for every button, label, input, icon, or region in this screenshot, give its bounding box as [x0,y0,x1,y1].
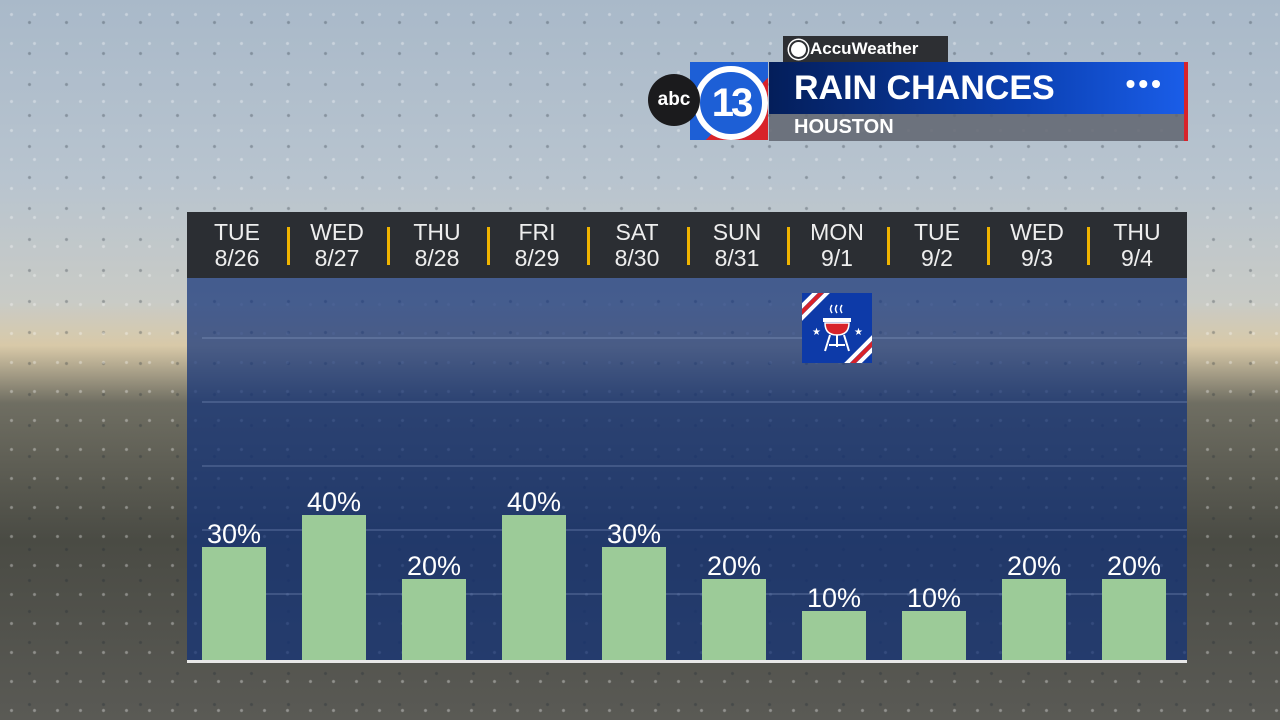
bar-label-2: 20% [407,551,461,581]
day-name: THU [413,219,461,245]
day-date: 9/4 [1121,245,1153,271]
bar-9 [1102,579,1166,660]
day-name: TUE [914,219,960,245]
day-column-3: FRI 8/29 [487,212,587,278]
day-name: FRI [518,219,556,245]
day-column-4: SAT 8/30 [587,212,687,278]
bar-1 [302,515,366,660]
bar-label-0: 30% [207,519,261,549]
day-date: 8/28 [414,245,460,271]
day-date: 8/30 [614,245,660,271]
grill-labor-day-icon: ★ ★ [802,293,872,363]
bar-label-5: 20% [707,551,761,581]
bar-label-1: 40% [307,487,361,517]
ellipsis-icon: ••• [1125,68,1164,99]
day-name: THU [1113,219,1161,245]
bar-label-9: 20% [1107,551,1161,581]
svg-text:★: ★ [812,327,821,338]
day-date: 8/31 [714,245,760,271]
svg-text:★: ★ [854,327,863,338]
day-column-6: MON 9/1 [787,212,887,278]
day-header: TUE 8/26 WED 8/27 THU 8/28 FRI 8/29 SAT 8/30 SUN 8/… [187,212,1187,278]
accent-bar [1184,62,1188,141]
accuweather-label: AccuWeather [810,39,919,58]
rain-chance-chart: 30% 40% 20% 40% 30% 20% 10% 10% 20% 20% [202,337,1187,660]
day-date: 8/26 [214,245,260,271]
day-date: 9/3 [1021,245,1053,271]
bar-4 [602,547,666,660]
bar-5 [702,579,766,660]
baseline [187,660,1187,663]
bar-7 [902,611,966,660]
bar-2 [402,579,466,660]
day-name: WED [310,219,364,245]
bar-0 [202,547,266,660]
day-column-1: WED 8/27 [287,212,387,278]
bar-label-3: 40% [507,487,561,517]
accuweather-badge: AccuWeather [783,36,948,62]
bar-label-7: 10% [907,583,961,613]
day-name: SUN [712,219,762,245]
channel-13-logo: 13 [690,62,768,140]
day-date: 9/2 [921,245,953,271]
day-column-9: THU 9/4 [1087,212,1187,278]
bar-label-4: 30% [607,519,661,549]
day-name: WED [1010,219,1064,245]
bar-8 [1002,579,1066,660]
bar-3 [502,515,566,660]
bar-label-8: 20% [1007,551,1061,581]
sun-icon [791,41,806,57]
graphic-title: RAIN CHANCES ••• [769,62,1184,114]
day-name: MON [810,219,864,245]
abc-logo: abc [648,74,700,126]
bar-6 [802,611,866,660]
day-name: TUE [214,219,260,245]
day-column-2: THU 8/28 [387,212,487,278]
abc-text: abc [657,89,691,110]
day-column-5: SUN 8/31 [687,212,787,278]
bar-label-6: 10% [807,583,861,613]
day-column-8: WED 9/3 [987,212,1087,278]
day-column-7: TUE 9/2 [887,212,987,278]
day-date: 9/1 [821,245,853,271]
day-date: 8/27 [314,245,360,271]
channel-number: 13 [711,80,753,125]
station-branding: AccuWeather abc 13 RAIN CHANCES ••• HOUST… [648,36,1188,142]
day-column-0: TUE 8/26 [187,212,287,278]
location-label: HOUSTON [769,114,1184,141]
day-date: 8/29 [514,245,560,271]
title-text: RAIN CHANCES [794,68,1055,107]
day-name: SAT [615,219,659,245]
